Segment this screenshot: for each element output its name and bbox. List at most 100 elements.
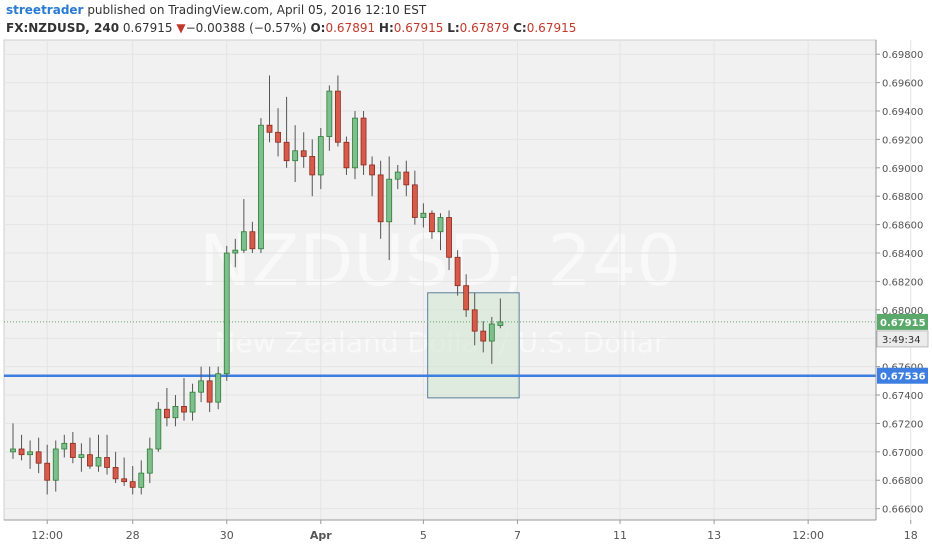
candle [429, 210, 435, 239]
price-tick-label: 0.69600 [882, 79, 923, 90]
candle [497, 298, 504, 329]
author-link[interactable]: streetrader [6, 3, 84, 17]
candle [232, 238, 239, 268]
price-tick-label: 0.67200 [882, 419, 923, 430]
candle [266, 75, 273, 143]
candles [10, 75, 504, 495]
price-tick-label: 0.68400 [882, 249, 923, 260]
countdown-tag [876, 330, 929, 348]
candle [35, 437, 42, 474]
candle [437, 213, 444, 251]
candle [129, 466, 136, 495]
symbol-label: FX:NZDUSD, 240 [6, 21, 120, 35]
price-change: −0.00388 (−0.57%) [185, 21, 307, 35]
candle [377, 160, 384, 239]
close-label: C: [513, 21, 527, 35]
close-value: 0.67915 [526, 21, 577, 35]
candle [343, 136, 350, 175]
candle [44, 444, 51, 495]
candle [146, 437, 153, 484]
candle [420, 203, 427, 228]
price-tick-label: 0.67000 [882, 448, 923, 459]
candle [463, 274, 470, 317]
time-tick-label: 13 [707, 529, 721, 542]
candle [112, 451, 119, 484]
last-price-tag [877, 313, 928, 330]
candle [309, 139, 316, 197]
candle [446, 210, 452, 271]
price-tick-label: 0.68600 [882, 221, 923, 232]
time-tick-label: 30 [220, 529, 234, 542]
price-tick-label: 0.68200 [882, 277, 923, 288]
candle [206, 366, 213, 413]
candle [403, 160, 410, 197]
candle [283, 96, 290, 168]
candle [369, 156, 376, 197]
candle [326, 85, 333, 151]
time-tick-label: 5 [420, 529, 427, 542]
countdown-tag-label: 3:49:34 [882, 335, 921, 346]
candle [10, 423, 16, 459]
candle [300, 132, 307, 168]
ohlc-legend: FX:NZDUSD, 240 0.67915 ▼−0.00388 (−0.57%… [6, 21, 576, 35]
candle [240, 199, 247, 254]
time-tick-label: 18 [904, 529, 918, 542]
last-price: 0.67915 [122, 21, 173, 35]
candle [480, 321, 487, 353]
published-text: published on TradingView.com, April 05, … [87, 3, 427, 17]
candle [163, 387, 170, 427]
candle [138, 460, 145, 495]
time-tick-label: 12:00 [31, 529, 63, 542]
support-price-tag [877, 367, 928, 384]
candle [181, 377, 187, 421]
price-tick-label: 0.67400 [882, 391, 923, 402]
candle [155, 402, 162, 452]
candle [386, 156, 393, 261]
candle [121, 457, 128, 486]
price-tick-label: 0.69200 [882, 135, 923, 146]
price-axis[interactable]: 0.666000.668000.670000.672000.674000.676… [875, 40, 923, 520]
candle [104, 434, 110, 475]
candle [411, 170, 418, 225]
price-tick-label: 0.66800 [882, 476, 923, 487]
time-tick-label: 28 [126, 529, 140, 542]
time-tick-label: 11 [613, 529, 627, 542]
open-value: 0.67891 [325, 21, 376, 35]
candle [198, 366, 205, 403]
last-price-tag-label: 0.67915 [880, 318, 926, 329]
price-tick-label: 0.68000 [882, 306, 923, 317]
support-price-tag-label: 0.67536 [880, 372, 926, 383]
candle [189, 383, 196, 421]
open-label: O: [310, 21, 326, 35]
low-label: L: [447, 21, 460, 35]
candle [488, 316, 495, 364]
candle [172, 395, 179, 427]
candle [275, 108, 281, 157]
candle [18, 434, 25, 461]
highlight-box[interactable] [427, 292, 520, 399]
candle [249, 221, 256, 254]
time-axis[interactable]: 12:00 28 30 Apr 5 7 11 13 12:00 18 [4, 519, 918, 542]
time-tick-label: 12:00 [792, 529, 824, 542]
candle [61, 434, 68, 458]
candle [27, 440, 34, 469]
time-tick-label: Apr [310, 529, 332, 542]
price-tick-label: 0.68800 [882, 192, 923, 203]
candle [292, 125, 299, 183]
time-tick-label: 7 [514, 529, 521, 542]
candle [394, 164, 401, 190]
price-tags: 0.67915 3:49:34 0.67536 [876, 313, 929, 384]
candle [471, 292, 478, 346]
candle [334, 75, 341, 147]
candle [78, 443, 85, 472]
price-tick-label: 0.69800 [882, 50, 923, 61]
price-tick-label: 0.69400 [882, 107, 923, 118]
candle [360, 111, 367, 175]
price-tick-label: 0.66600 [882, 505, 923, 516]
candle [317, 128, 324, 190]
low-value: 0.67879 [459, 21, 510, 35]
down-arrow-icon: ▼ [176, 21, 186, 35]
candle [215, 366, 222, 410]
candle [223, 245, 230, 381]
